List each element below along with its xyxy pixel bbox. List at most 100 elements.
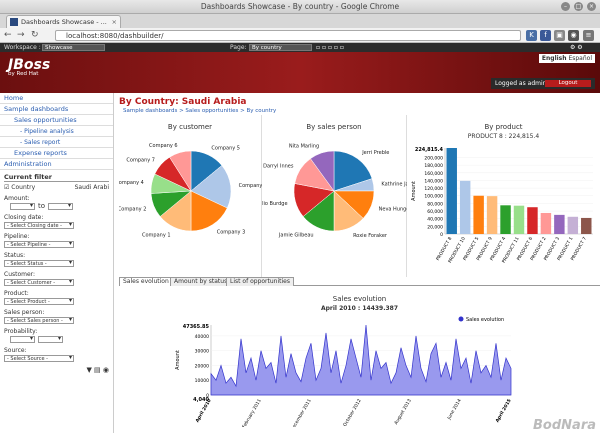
pie-slice bbox=[190, 190, 228, 232]
forward-icon[interactable]: → bbox=[17, 30, 25, 40]
bar bbox=[486, 196, 498, 234]
y-min-label: 4,040 bbox=[193, 397, 209, 403]
nav-administration[interactable]: Administration bbox=[0, 159, 113, 170]
customer-select[interactable]: - Select Customer - bbox=[4, 279, 74, 286]
x-tick-label: April 2015 bbox=[494, 398, 512, 424]
url-text: localhost:8080/dashbuilder/ bbox=[66, 32, 164, 40]
product-select[interactable]: - Select Product - bbox=[4, 298, 74, 305]
sales-person-select[interactable]: - Select Sales person - bbox=[4, 317, 74, 324]
maximize-icon[interactable]: □ bbox=[574, 2, 583, 11]
minimize-icon[interactable]: – bbox=[561, 2, 570, 11]
pie-label: Company 9 bbox=[239, 183, 262, 189]
y-max-label: 47365.85 bbox=[183, 324, 210, 330]
sidebar: Home Sample dashboards Sales opportuniti… bbox=[0, 93, 114, 433]
nav-sales-opportunities[interactable]: Sales opportunities bbox=[0, 115, 113, 126]
pipeline-select[interactable]: - Select Pipeline - bbox=[4, 241, 74, 248]
extension-icon[interactable]: ▣ bbox=[554, 30, 565, 41]
menu-icon[interactable]: ≡ bbox=[583, 30, 594, 41]
bar bbox=[513, 205, 525, 234]
probability-to-input[interactable] bbox=[38, 336, 63, 343]
tab-bar: Sales evolution Amount by status List of… bbox=[119, 277, 600, 286]
browser-toolbar: ← → ↻ localhost:8080/dashbuilder/ K f ▣ … bbox=[0, 28, 600, 43]
bar bbox=[500, 205, 511, 234]
reload-icon[interactable]: ↻ bbox=[31, 30, 39, 40]
bar bbox=[540, 212, 552, 234]
filter-action-icons[interactable]: ▼ ▤ ◉ bbox=[86, 366, 109, 374]
area-series bbox=[210, 324, 512, 396]
tab-sales-evolution[interactable]: Sales evolution bbox=[119, 277, 173, 286]
pie-label: Company 4 bbox=[119, 180, 144, 186]
nav-home[interactable]: Home bbox=[0, 93, 113, 104]
status-select[interactable]: - Select Status - bbox=[4, 260, 74, 267]
nav-pipeline-analysis[interactable]: - Pipeline analysis bbox=[0, 126, 113, 137]
source-select[interactable]: - Select Source - bbox=[4, 355, 74, 362]
by-customer-chart[interactable]: Company 5 Company 9 Company 3 Company 1 Comp… bbox=[115, 131, 267, 271]
close-icon[interactable]: × bbox=[587, 2, 596, 11]
probability-label: Probability: bbox=[4, 328, 38, 335]
customer-label: Customer: bbox=[4, 271, 36, 278]
logout-button[interactable]: Logout bbox=[545, 80, 591, 87]
page-title: By Country: Saudi Arabia bbox=[119, 97, 247, 107]
tab-close-icon[interactable]: × bbox=[111, 18, 117, 26]
back-icon[interactable]: ← bbox=[4, 30, 12, 40]
by-product-subtitle: PRODUCT 8 : 224,815.4 bbox=[467, 133, 540, 140]
y-tick-label: 80,000 bbox=[427, 201, 443, 207]
y-tick-label: 0 bbox=[440, 232, 443, 238]
y-max-label: 224,815.4 bbox=[415, 147, 444, 153]
pie-label: Neva Hunger bbox=[379, 207, 407, 213]
window-titlebar: Dashboards Showcase - By country - Googl… bbox=[0, 0, 600, 14]
y-tick-label: 160,000 bbox=[424, 171, 443, 177]
y-tick-label: 20000 bbox=[195, 363, 209, 369]
amount-from-input[interactable] bbox=[10, 203, 35, 210]
nav-sample-dashboards[interactable]: Sample dashboards bbox=[0, 104, 113, 115]
address-bar[interactable]: localhost:8080/dashbuilder/ bbox=[55, 30, 521, 41]
pie-label: Roxie Foraker bbox=[353, 233, 388, 239]
browser-tab[interactable]: Dashboards Showcase - ... × bbox=[6, 15, 121, 28]
bar bbox=[554, 214, 565, 234]
pipeline-label: Pipeline: bbox=[4, 233, 30, 240]
pie-label: Company 5 bbox=[211, 146, 240, 152]
extension-k-icon[interactable]: K bbox=[526, 30, 537, 41]
tab-list-of-opportunities[interactable]: List of opportunities bbox=[226, 277, 294, 286]
to-label: to bbox=[38, 202, 46, 210]
by-product-panel: By product PRODUCT 8 : 224,815.4 224,815… bbox=[407, 115, 600, 277]
main-content: By Country: Saudi Arabia Sample dashboar… bbox=[115, 93, 600, 433]
page-tool-icons[interactable]: ▫ ▫ ▫ ▫ ▫ bbox=[316, 44, 344, 51]
page-select[interactable]: By country bbox=[249, 44, 312, 51]
breadcrumb[interactable]: Sample dashboards > Sales opportunities … bbox=[123, 108, 277, 114]
tab-label: Dashboards Showcase - ... bbox=[21, 18, 107, 26]
pie-label: Company 6 bbox=[149, 143, 178, 149]
amount-to-input[interactable] bbox=[48, 203, 74, 210]
y-tick-label: 0 bbox=[206, 393, 209, 399]
language-selector[interactable]: English Español bbox=[538, 54, 595, 63]
workspace-label: Workspace : bbox=[4, 44, 41, 51]
pie-label: Jerri Preble bbox=[361, 150, 389, 156]
legend-label: Sales evolution bbox=[466, 317, 504, 323]
pie-label: Julio Burdge bbox=[262, 201, 288, 207]
facebook-icon[interactable]: f bbox=[540, 30, 551, 41]
x-tick-label: October 2012 bbox=[342, 398, 363, 427]
tab-strip: Dashboards Showcase - ... × bbox=[0, 14, 600, 28]
nav-expense-reports[interactable]: Expense reports bbox=[0, 148, 113, 159]
bar bbox=[446, 148, 457, 234]
y-tick-label: 40000 bbox=[195, 334, 209, 340]
workspace-select[interactable]: Showcase bbox=[42, 44, 105, 51]
y-tick-label: 20,000 bbox=[427, 224, 443, 230]
bar bbox=[567, 216, 579, 234]
extension-2-icon[interactable]: ◉ bbox=[568, 30, 579, 41]
bar bbox=[527, 207, 538, 234]
pie-slice bbox=[310, 150, 335, 192]
sales-evolution-subtitle: April 2010 : 14439.387 bbox=[320, 305, 399, 312]
by-sales-person-chart[interactable]: Jerri Preble Kathrine Janas Neva Hunger Rox… bbox=[256, 131, 417, 271]
country-filter-label: ☑ Country bbox=[4, 184, 36, 191]
tab-amount-by-status[interactable]: Amount by status bbox=[170, 277, 232, 286]
closing-date-select[interactable]: - Select Closing date - bbox=[4, 222, 74, 229]
probability-from-input[interactable] bbox=[10, 336, 35, 343]
pie-slice bbox=[169, 150, 192, 192]
nav-sales-report[interactable]: - Sales report bbox=[0, 137, 113, 148]
settings-icon[interactable]: ⚙ ⚙ bbox=[570, 44, 583, 51]
favicon-icon bbox=[10, 18, 18, 26]
pie-slice bbox=[190, 165, 232, 209]
